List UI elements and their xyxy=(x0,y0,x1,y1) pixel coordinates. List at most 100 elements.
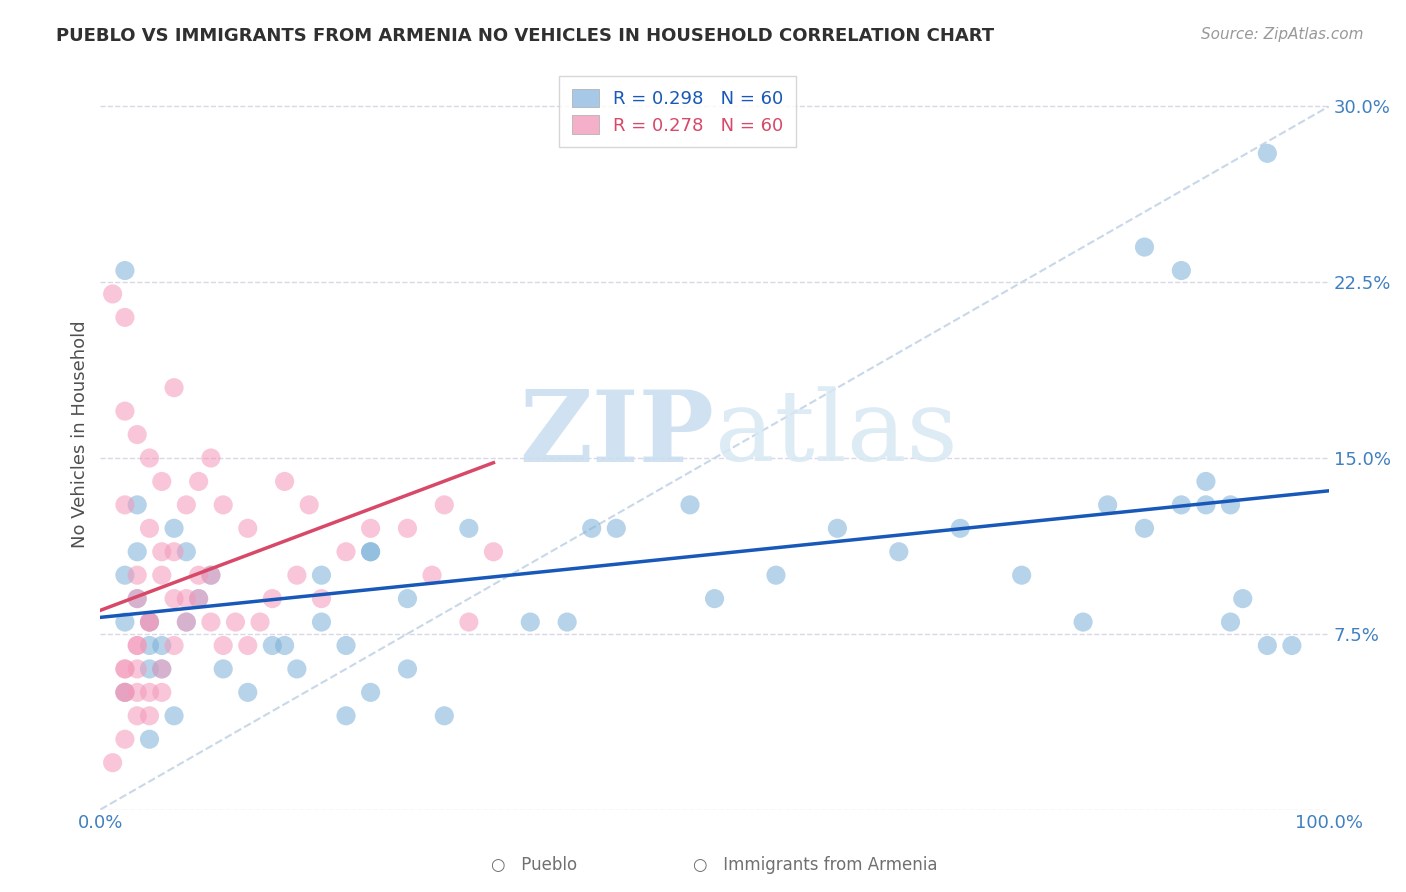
Point xyxy=(224,615,246,629)
Point xyxy=(150,639,173,653)
Point xyxy=(519,615,541,629)
Point xyxy=(127,639,149,653)
Legend: R = 0.298   N = 60, R = 0.278   N = 60: R = 0.298 N = 60, R = 0.278 N = 60 xyxy=(560,76,796,147)
Text: atlas: atlas xyxy=(714,386,957,483)
Point xyxy=(1133,521,1156,535)
Point xyxy=(335,545,357,559)
Point xyxy=(1195,475,1218,489)
Point xyxy=(262,639,284,653)
Point xyxy=(236,639,259,653)
Point xyxy=(555,615,578,629)
Point xyxy=(176,498,198,512)
Point xyxy=(1170,498,1192,512)
Point xyxy=(765,568,787,582)
Point xyxy=(187,591,209,606)
Point xyxy=(138,615,160,629)
Text: PUEBLO VS IMMIGRANTS FROM ARMENIA NO VEHICLES IN HOUSEHOLD CORRELATION CHART: PUEBLO VS IMMIGRANTS FROM ARMENIA NO VEH… xyxy=(56,27,994,45)
Point xyxy=(360,545,382,559)
Point xyxy=(187,475,209,489)
Point xyxy=(335,708,357,723)
Point xyxy=(335,639,357,653)
Point xyxy=(163,639,186,653)
Point xyxy=(101,287,124,301)
Point xyxy=(1256,146,1278,161)
Point xyxy=(127,685,149,699)
Point xyxy=(163,381,186,395)
Text: Source: ZipAtlas.com: Source: ZipAtlas.com xyxy=(1201,27,1364,42)
Point xyxy=(150,662,173,676)
Point xyxy=(127,708,149,723)
Point xyxy=(114,685,136,699)
Point xyxy=(262,591,284,606)
Point xyxy=(311,615,333,629)
Point xyxy=(150,685,173,699)
Point xyxy=(212,662,235,676)
Point xyxy=(127,498,149,512)
Point xyxy=(150,662,173,676)
Point xyxy=(176,591,198,606)
Point xyxy=(887,545,910,559)
Point xyxy=(212,639,235,653)
Point xyxy=(249,615,271,629)
Point xyxy=(138,708,160,723)
Point xyxy=(1195,498,1218,512)
Point xyxy=(163,708,186,723)
Point xyxy=(163,591,186,606)
Point xyxy=(236,685,259,699)
Point xyxy=(138,615,160,629)
Point xyxy=(150,475,173,489)
Point xyxy=(420,568,443,582)
Point xyxy=(127,427,149,442)
Point xyxy=(433,708,456,723)
Y-axis label: No Vehicles in Household: No Vehicles in Household xyxy=(72,321,89,549)
Point xyxy=(200,450,222,465)
Point xyxy=(200,568,222,582)
Point xyxy=(127,568,149,582)
Point xyxy=(285,662,308,676)
Point xyxy=(114,263,136,277)
Point xyxy=(114,310,136,325)
Point xyxy=(127,591,149,606)
Point xyxy=(482,545,505,559)
Point xyxy=(1219,498,1241,512)
Point xyxy=(176,615,198,629)
Point xyxy=(581,521,603,535)
Point xyxy=(138,662,160,676)
Point xyxy=(127,662,149,676)
Point xyxy=(114,498,136,512)
Point xyxy=(1071,615,1094,629)
Point xyxy=(949,521,972,535)
Point xyxy=(827,521,849,535)
Point xyxy=(101,756,124,770)
Point xyxy=(457,615,479,629)
Point xyxy=(127,639,149,653)
Point xyxy=(703,591,725,606)
Point xyxy=(298,498,321,512)
Point xyxy=(457,521,479,535)
Text: ○   Immigrants from Armenia: ○ Immigrants from Armenia xyxy=(693,855,938,873)
Point xyxy=(114,568,136,582)
Point xyxy=(273,475,295,489)
Point xyxy=(311,568,333,582)
Point xyxy=(200,615,222,629)
Text: ○   Pueblo: ○ Pueblo xyxy=(491,855,578,873)
Point xyxy=(200,568,222,582)
Point xyxy=(236,521,259,535)
Point xyxy=(150,568,173,582)
Point xyxy=(127,591,149,606)
Text: ZIP: ZIP xyxy=(520,386,714,483)
Point xyxy=(1256,639,1278,653)
Point xyxy=(138,732,160,747)
Point xyxy=(1097,498,1119,512)
Point xyxy=(114,732,136,747)
Point xyxy=(285,568,308,582)
Point xyxy=(1011,568,1033,582)
Point xyxy=(114,615,136,629)
Point xyxy=(138,615,160,629)
Point xyxy=(114,685,136,699)
Point xyxy=(163,545,186,559)
Point xyxy=(679,498,702,512)
Point xyxy=(114,662,136,676)
Point xyxy=(187,591,209,606)
Point xyxy=(150,545,173,559)
